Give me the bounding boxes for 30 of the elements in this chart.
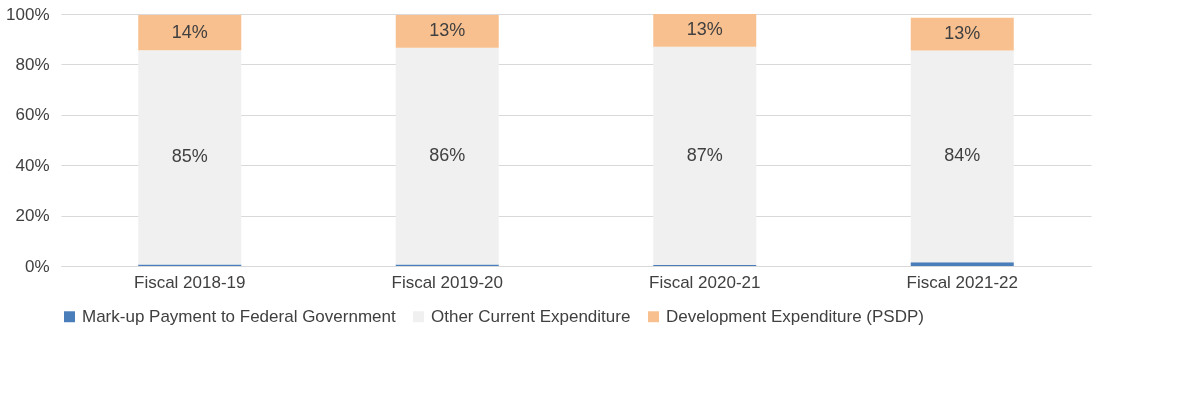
legend-label: Other Current Expenditure (431, 306, 631, 326)
bar (138, 50, 242, 265)
x-tick-label: Fiscal 2018-19 (133, 272, 246, 292)
data-label: 13% (686, 19, 723, 40)
y-tick-label: 0% (24, 256, 50, 276)
y-tick-label: 20% (15, 206, 50, 226)
bar (395, 47, 499, 265)
bar (910, 50, 1014, 263)
x-tick-label: Fiscal 2019-20 (391, 272, 504, 292)
x-tick-label: Fiscal 2020-21 (648, 272, 761, 292)
bar (910, 262, 1014, 266)
bar (138, 15, 242, 51)
legend-label: Mark-up Payment to Federal Government (82, 306, 396, 326)
data-label: 84% (944, 145, 981, 166)
y-tick-label: 80% (15, 54, 50, 74)
data-label: 85% (171, 146, 208, 167)
data-label: 86% (429, 145, 466, 166)
data-label: 13% (944, 23, 981, 44)
data-label: 87% (686, 144, 723, 165)
bar (395, 15, 499, 48)
y-tick-label: 60% (15, 105, 50, 125)
y-tick-label: 40% (15, 155, 50, 175)
bar (653, 46, 757, 265)
bar (910, 17, 1014, 51)
x-tick-label: Fiscal 2021-22 (906, 272, 1019, 292)
legend-label: Development Expenditure (PSDP) (666, 306, 924, 326)
data-label: 13% (429, 20, 466, 41)
y-tick-label: 100% (6, 4, 50, 24)
data-label: 14% (171, 21, 208, 42)
bar (653, 14, 757, 47)
